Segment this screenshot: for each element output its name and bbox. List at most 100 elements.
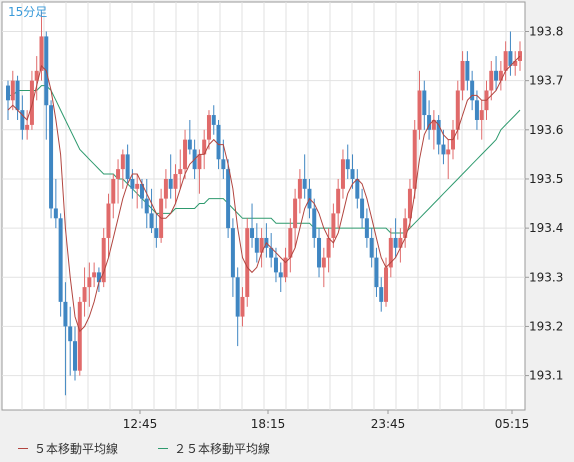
candle-up (331, 213, 336, 238)
x-tick-label: 05:15 (495, 417, 530, 431)
candle-up (202, 139, 207, 155)
candle-down (494, 70, 499, 81)
candle-up (446, 149, 451, 155)
candle-down (63, 301, 68, 327)
candle-up (321, 257, 326, 268)
legend-ma25-label: ２５本移動平均線 (174, 441, 271, 456)
candle-up (120, 154, 125, 170)
candle-up (92, 272, 97, 278)
candle-down (436, 119, 441, 145)
y-tick-label: 193.2 (529, 319, 563, 333)
candle-up (513, 60, 518, 66)
candle-up (479, 110, 484, 120)
candle-down (125, 154, 130, 179)
ma5-swatch (18, 447, 28, 449)
candle-up (82, 287, 87, 302)
ma25-swatch (158, 447, 168, 449)
candle-down (72, 341, 77, 371)
candle-down (369, 237, 374, 258)
ma25-layer (8, 85, 521, 234)
x-tick-label: 18:15 (251, 417, 286, 431)
candle-down (470, 80, 475, 101)
candle-up (87, 277, 92, 288)
candle-down (68, 326, 73, 342)
candle-down (355, 178, 360, 199)
candle-down (250, 228, 255, 238)
y-tick-label: 193.7 (529, 74, 563, 88)
candle-up (245, 228, 250, 297)
x-tick-label: 23:45 (371, 417, 406, 431)
candle-down (474, 100, 479, 120)
candle-down (278, 272, 283, 278)
ma5-line (7, 55, 521, 333)
candle-up (518, 51, 522, 61)
candle-up (29, 80, 34, 125)
candle-up (403, 218, 408, 238)
candle-down (15, 80, 20, 111)
candle-down (317, 237, 322, 268)
candle-down (302, 178, 307, 189)
y-tick-label: 193.1 (529, 369, 563, 383)
legend-ma5: ５本移動平均線 (18, 438, 118, 458)
candle-down (216, 124, 221, 160)
candle-up (77, 301, 82, 371)
candle-up (283, 257, 288, 278)
candle-down (226, 169, 231, 229)
candle-up (431, 119, 436, 130)
candle-up (412, 129, 417, 189)
candle-up (34, 70, 39, 81)
candle-up (293, 198, 298, 229)
candle-up (101, 237, 106, 283)
grid-lines (2, 2, 525, 410)
candle-down (211, 115, 216, 125)
candle-down (393, 237, 398, 248)
candle-down (58, 218, 63, 302)
candle-down (154, 228, 159, 238)
candle-down (230, 228, 235, 278)
candle-down (139, 183, 144, 199)
ma25-line (8, 85, 521, 234)
period-label: 15分足 (8, 5, 47, 19)
candle-up (498, 70, 503, 81)
candle-up (407, 188, 412, 219)
x-tick-label: 12:45 (123, 417, 158, 431)
candle-down (221, 159, 226, 170)
ma5-layer (7, 55, 521, 333)
candle-up (489, 70, 494, 91)
x-axis: 12:45 18:15 23:45 05:15 (123, 410, 530, 431)
candle-up (297, 178, 302, 199)
candle-down (96, 272, 101, 283)
candle-up (326, 237, 331, 258)
candle-down (168, 178, 173, 189)
candle-down (6, 85, 10, 101)
candle-up (39, 36, 44, 71)
candle-up (163, 178, 168, 199)
candle-up (388, 237, 393, 268)
candle-up (336, 188, 341, 214)
candle-down (130, 178, 135, 189)
candle-down (312, 208, 317, 238)
candle-up (25, 124, 30, 130)
candle-up (106, 203, 111, 238)
candle-up (111, 178, 116, 204)
candle-down (149, 213, 154, 229)
candle-down (187, 139, 192, 150)
candle-down (273, 257, 278, 273)
y-tick-label: 193.8 (529, 24, 563, 38)
candle-up (10, 80, 15, 101)
candle-down (350, 169, 355, 179)
candle-up (417, 90, 422, 130)
candle-up (240, 296, 245, 317)
candle-down (374, 257, 379, 288)
candle-down (144, 198, 149, 214)
candle-down (345, 159, 350, 170)
legend-ma5-label: ５本移動平均線 (34, 441, 119, 456)
candle-up (340, 159, 345, 189)
candle-up (197, 154, 202, 170)
candle-down (379, 287, 384, 302)
y-tick-label: 193.6 (529, 123, 563, 137)
candle-down (235, 277, 240, 317)
y-axis: 193.1 193.2 193.3 193.4 193.5 193.6 193.7 193.8 (525, 24, 563, 383)
candle-up (116, 169, 121, 179)
candle-down (53, 208, 58, 219)
